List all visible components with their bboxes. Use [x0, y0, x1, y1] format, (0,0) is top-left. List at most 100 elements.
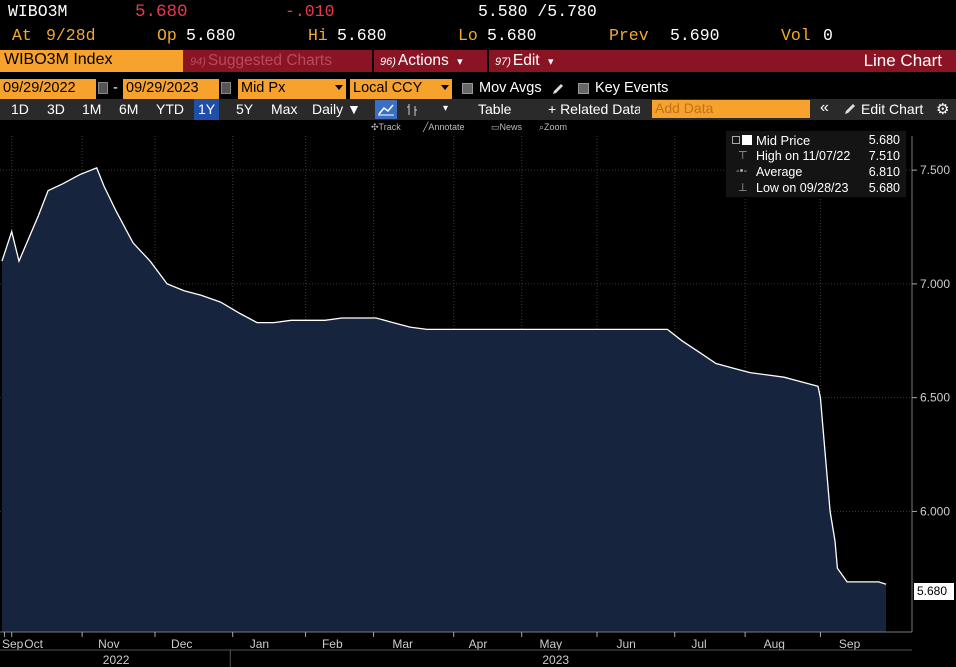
- legend-mid-price[interactable]: Mid Price 5.680: [726, 133, 906, 149]
- add-data-input[interactable]: Add Data: [652, 100, 810, 118]
- x-month-label: Sep: [839, 637, 861, 651]
- price-field-dropdown-icon: [335, 85, 343, 90]
- quote-header: WIBO3M 5.680 -.010 5.580 /5.780: [0, 2, 956, 26]
- start-calendar-icon[interactable]: [98, 82, 108, 94]
- range-1y[interactable]: 1Y: [194, 99, 220, 120]
- legend-low: ⊥ Low on 09/28/23 5.680: [726, 181, 906, 197]
- track-label: Track: [378, 122, 401, 132]
- legend-mid-price-label: Mid Price: [756, 133, 811, 148]
- range-1m[interactable]: 1M: [82, 101, 102, 117]
- x-month-label: Feb: [322, 637, 343, 651]
- collapse-icon[interactable]: «: [820, 99, 829, 116]
- currency-select[interactable]: Local CCY: [350, 79, 452, 99]
- quote-stats: At 9/28d Op 5.680 Hi 5.680 Lo 5.680 Prev…: [0, 26, 956, 50]
- x-month-label: Aug: [764, 637, 785, 651]
- key-events-label[interactable]: Key Events: [595, 80, 669, 96]
- legend-swatch-icon: [742, 135, 752, 145]
- frequency-select[interactable]: Daily ▼: [312, 101, 361, 117]
- news-tool[interactable]: ▭ News: [491, 122, 523, 132]
- date-separator: -: [113, 80, 118, 96]
- legend-low-value: 5.680: [868, 181, 900, 195]
- last-price: 5.680: [135, 2, 188, 22]
- key-events-checkbox[interactable]: [578, 83, 589, 94]
- related-data-button[interactable]: + Related Data: [548, 101, 640, 117]
- price-area-fill: [2, 167, 886, 632]
- mov-avgs-checkbox[interactable]: [462, 83, 473, 94]
- edit-label: Edit: [512, 52, 540, 69]
- legend-average-label: Average: [756, 165, 803, 179]
- range-1d[interactable]: 1D: [11, 101, 29, 117]
- x-year-label: 2023: [542, 653, 569, 667]
- range-toolbar: 1D 3D 1M 6M YTD 1Y 5Y Max Daily ▼ ▾ Tabl…: [0, 99, 956, 120]
- prev-label: Prev: [609, 26, 649, 45]
- bar-chart-icon[interactable]: [405, 102, 419, 117]
- controls-row: 09/29/2022 - 09/29/2023 Mid Px Local CCY…: [0, 79, 956, 99]
- open-label: Op: [157, 26, 177, 45]
- security-field[interactable]: WIBO3M Index: [0, 50, 183, 72]
- ticker-symbol: WIBO3M: [8, 2, 68, 21]
- legend-high-label: High on 11/07/22: [756, 149, 851, 163]
- x-axis-ticks: Sep Oct Nov Dec Jan Feb Mar Apr May Jun Jul Aug Sep2…: [0, 632, 912, 667]
- end-calendar-icon[interactable]: [221, 82, 231, 94]
- y-tick-label: 7.500: [920, 163, 950, 177]
- annotate-label: Annotate: [428, 122, 465, 132]
- legend-average-value: 6.810: [868, 165, 900, 179]
- x-month-label: Sep: [2, 637, 24, 651]
- x-month-label: Jun: [616, 637, 635, 651]
- price-line: [1, 167, 887, 585]
- suggested-charts-number: 94): [190, 56, 206, 68]
- range-ytd[interactable]: YTD: [156, 101, 184, 117]
- high-label: Hi: [308, 26, 328, 45]
- x-month-label: Apr: [469, 637, 488, 651]
- line-chart-icon[interactable]: [375, 100, 397, 119]
- x-month-label: Jul: [691, 637, 706, 651]
- gear-icon[interactable]: ⚙: [936, 101, 950, 118]
- chart-legend: Mid Price 5.680 ⊤ High on 11/07/22 7.510…: [726, 131, 906, 197]
- average-marker-icon: -•-: [736, 165, 748, 177]
- price-field-value: Mid Px: [241, 80, 286, 96]
- legend-low-label: Low on 09/28/23: [756, 181, 849, 195]
- edit-number: 97): [495, 56, 511, 68]
- bid-ask: 5.580 /5.780: [478, 2, 597, 21]
- range-5y[interactable]: 5Y: [236, 101, 254, 117]
- start-date-field[interactable]: 09/29/2022: [0, 79, 96, 99]
- x-month-label: May: [540, 637, 563, 651]
- range-max[interactable]: Max: [271, 101, 298, 117]
- actions-label: Actions: [397, 52, 449, 69]
- annotate-tool[interactable]: ╱ Annotate: [423, 122, 465, 132]
- edit-chart-button[interactable]: Edit Chart: [861, 101, 924, 117]
- mov-avgs-label[interactable]: Mov Avgs: [479, 80, 542, 96]
- range-3d[interactable]: 3D: [47, 101, 65, 117]
- range-6m[interactable]: 6M: [119, 101, 139, 117]
- function-bar: WIBO3M Index 94) Suggested Charts 96) Acti…: [0, 50, 956, 72]
- last-value-tag: 5.680: [914, 583, 954, 600]
- zoom-label: Zoom: [544, 122, 568, 132]
- chart-style-dropdown-icon[interactable]: ▾: [443, 103, 449, 114]
- zoom-tool[interactable]: ⌕ Zoom: [539, 122, 568, 132]
- x-year-label: 2022: [103, 653, 130, 667]
- legend-expand-icon[interactable]: [732, 136, 740, 144]
- low-value: 5.680: [487, 26, 537, 45]
- currency-dropdown-icon: [441, 85, 449, 90]
- edit-button[interactable]: 97) Edit ▾: [487, 50, 577, 72]
- price-change: -.010: [285, 2, 335, 21]
- legend-average: -•- Average 6.810: [726, 165, 906, 181]
- currency-value: Local CCY: [353, 80, 423, 96]
- y-tick-label: 6.000: [920, 504, 950, 518]
- edit-dropdown-icon: ▾: [547, 56, 554, 68]
- x-month-label: Jan: [250, 637, 269, 651]
- x-month-label: Mar: [392, 637, 413, 651]
- at-label: At: [12, 26, 32, 45]
- suggested-charts-label: Suggested Charts: [207, 52, 332, 69]
- legend-high: ⊤ High on 11/07/22 7.510: [726, 149, 906, 165]
- price-field-select[interactable]: Mid Px: [238, 79, 346, 99]
- table-button[interactable]: Table: [478, 101, 512, 117]
- actions-button[interactable]: 96) Actions ▾: [372, 50, 485, 72]
- actions-dropdown-icon: ▾: [457, 56, 463, 68]
- end-date-field[interactable]: 09/29/2023: [123, 79, 219, 99]
- track-tool[interactable]: ✣ Track: [371, 122, 401, 132]
- suggested-charts-button[interactable]: 94) Suggested Charts: [186, 50, 370, 72]
- low-label: Lo: [458, 26, 478, 45]
- pencil-icon[interactable]: [551, 82, 565, 96]
